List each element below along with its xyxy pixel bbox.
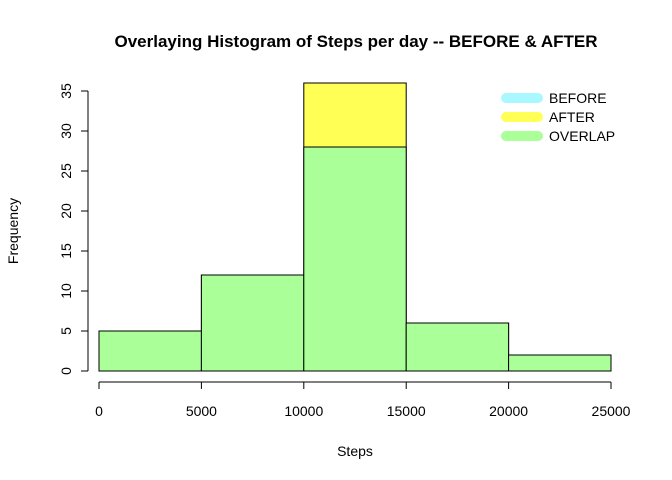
legend-label-before: BEFORE	[549, 90, 607, 106]
legend: BEFORE AFTER OVERLAP	[501, 90, 615, 144]
x-tick-label-1: 5000	[186, 403, 217, 419]
y-tick-label-6: 30	[58, 123, 74, 139]
y-tick-label-3: 15	[58, 243, 74, 259]
y-tick-label-2: 10	[58, 283, 74, 299]
x-tick-label-0: 0	[95, 403, 103, 419]
overlap-bars-group	[98, 146, 612, 372]
overlap-bar-4	[508, 354, 612, 372]
y-axis-label: Frequency	[5, 198, 21, 264]
y-tick-label-4: 20	[58, 203, 74, 219]
x-tick-label-3: 15000	[387, 403, 426, 419]
legend-label-after: AFTER	[549, 109, 595, 125]
y-tick-label-7: 35	[58, 83, 74, 99]
y-axis: 0 5 10 15 20 25 30 35	[58, 83, 89, 375]
x-tick-label-5: 25000	[592, 403, 631, 419]
y-tick-label-5: 25	[58, 163, 74, 179]
chart-title: Overlaying Histogram of Steps per day --…	[114, 32, 597, 51]
overlap-bar-0	[98, 330, 202, 372]
overlap-bar-3	[405, 322, 510, 372]
y-tick-label-1: 5	[58, 327, 74, 335]
x-axis-label: Steps	[337, 443, 373, 459]
x-tick-label-4: 20000	[489, 403, 528, 419]
legend-label-overlap: OVERLAP	[549, 128, 615, 144]
y-tick-label-0: 0	[58, 367, 74, 375]
x-axis: 0 5000 10000 15000 20000 25000	[95, 381, 631, 419]
x-tick-label-2: 10000	[284, 403, 323, 419]
overlap-bar-2	[303, 146, 407, 372]
overlap-bar-1	[200, 274, 305, 372]
